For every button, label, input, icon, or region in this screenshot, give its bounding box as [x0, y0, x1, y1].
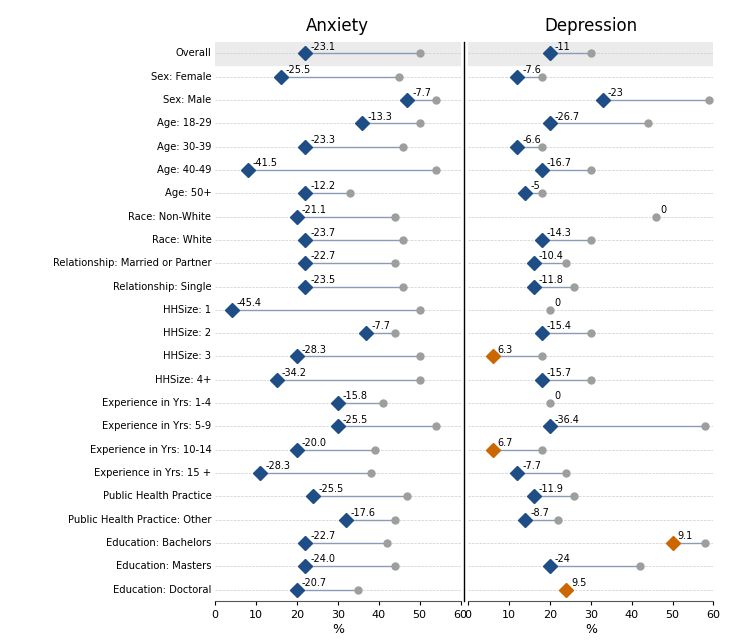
Text: -12.2: -12.2 [310, 181, 335, 192]
Text: HHSize: 3: HHSize: 3 [163, 352, 211, 361]
Text: Sex: Female: Sex: Female [151, 72, 211, 82]
Text: Sex: Male: Sex: Male [163, 95, 211, 105]
Text: -23.1: -23.1 [310, 42, 335, 51]
Text: 6.3: 6.3 [498, 345, 513, 354]
Text: -28.3: -28.3 [302, 345, 327, 354]
Text: -22.7: -22.7 [310, 251, 335, 261]
Text: -16.7: -16.7 [547, 158, 572, 168]
Text: 0: 0 [554, 391, 560, 401]
Text: Experience in Yrs: 5-9: Experience in Yrs: 5-9 [102, 421, 211, 431]
Text: -20.0: -20.0 [302, 438, 327, 448]
Text: -36.4: -36.4 [555, 415, 580, 424]
Text: Relationship: Married or Partner: Relationship: Married or Partner [53, 258, 211, 268]
Bar [468, 42, 713, 65]
Text: Experience in Yrs: 10-14: Experience in Yrs: 10-14 [90, 445, 211, 455]
Text: HHSize: 1: HHSize: 1 [163, 305, 211, 315]
Text: -15.4: -15.4 [547, 322, 572, 331]
Text: -23.3: -23.3 [310, 135, 335, 145]
Text: Overall: Overall [176, 48, 211, 59]
Text: Education: Masters: Education: Masters [116, 561, 211, 571]
Text: -28.3: -28.3 [265, 461, 290, 471]
Text: -5: -5 [530, 181, 540, 192]
Text: HHSize: 4+: HHSize: 4+ [155, 375, 211, 385]
Text: -22.7: -22.7 [310, 531, 335, 541]
Text: -23: -23 [608, 88, 624, 98]
X-axis label: %: % [585, 623, 596, 636]
Text: Race: Non-White: Race: Non-White [128, 212, 211, 222]
Text: Public Health Practice: Other: Public Health Practice: Other [68, 514, 211, 525]
Text: Experience in Yrs: 1-4: Experience in Yrs: 1-4 [102, 398, 211, 408]
Text: -7.7: -7.7 [522, 461, 541, 471]
Text: 0: 0 [554, 298, 560, 308]
Text: -45.4: -45.4 [236, 298, 261, 308]
Text: 9.5: 9.5 [572, 577, 587, 588]
Text: -8.7: -8.7 [530, 508, 549, 518]
Text: Education: Doctoral: Education: Doctoral [113, 584, 211, 595]
Text: -26.7: -26.7 [555, 111, 580, 122]
Text: -25.5: -25.5 [318, 484, 344, 494]
Text: -15.8: -15.8 [343, 391, 368, 401]
Text: 9.1: 9.1 [677, 531, 693, 541]
Text: -25.5: -25.5 [343, 415, 368, 424]
Text: Experience in Yrs: 15 +: Experience in Yrs: 15 + [94, 468, 211, 478]
Text: 0: 0 [661, 204, 667, 215]
Text: -20.7: -20.7 [302, 577, 327, 588]
Text: 6.7: 6.7 [498, 438, 513, 448]
Text: Relationship: Single: Relationship: Single [112, 282, 211, 291]
Text: Public Health Practice: Public Health Practice [103, 491, 211, 502]
Text: -7.7: -7.7 [412, 88, 431, 98]
Title: Anxiety: Anxiety [307, 17, 369, 35]
Text: -25.5: -25.5 [285, 65, 311, 75]
Title: Depression: Depression [544, 17, 637, 35]
Text: -14.3: -14.3 [547, 228, 572, 238]
Text: Age: 30-39: Age: 30-39 [157, 141, 211, 152]
Text: -23.7: -23.7 [310, 228, 335, 238]
Text: Age: 40-49: Age: 40-49 [157, 165, 211, 175]
X-axis label: %: % [332, 623, 344, 636]
Text: Education: Bachelors: Education: Bachelors [106, 538, 211, 548]
Bar [215, 42, 461, 65]
Text: -21.1: -21.1 [302, 204, 327, 215]
Text: Age: 50+: Age: 50+ [165, 188, 211, 198]
Text: HHSize: 2: HHSize: 2 [163, 328, 211, 338]
Text: -13.3: -13.3 [367, 111, 392, 122]
Text: -24: -24 [555, 554, 571, 565]
Text: -11.8: -11.8 [538, 275, 563, 285]
Text: -34.2: -34.2 [282, 368, 307, 378]
Text: Age: 18-29: Age: 18-29 [156, 118, 211, 129]
Text: -6.6: -6.6 [522, 135, 541, 145]
Text: -24.0: -24.0 [310, 554, 335, 565]
Text: -17.6: -17.6 [351, 508, 376, 518]
Text: -11: -11 [555, 42, 571, 51]
Text: -7.7: -7.7 [371, 322, 390, 331]
Text: -41.5: -41.5 [253, 158, 278, 168]
Text: -23.5: -23.5 [310, 275, 335, 285]
Text: -11.9: -11.9 [538, 484, 563, 494]
Text: -7.6: -7.6 [522, 65, 541, 75]
Text: -10.4: -10.4 [538, 251, 563, 261]
Text: -15.7: -15.7 [547, 368, 572, 378]
Text: Race: White: Race: White [152, 235, 211, 245]
